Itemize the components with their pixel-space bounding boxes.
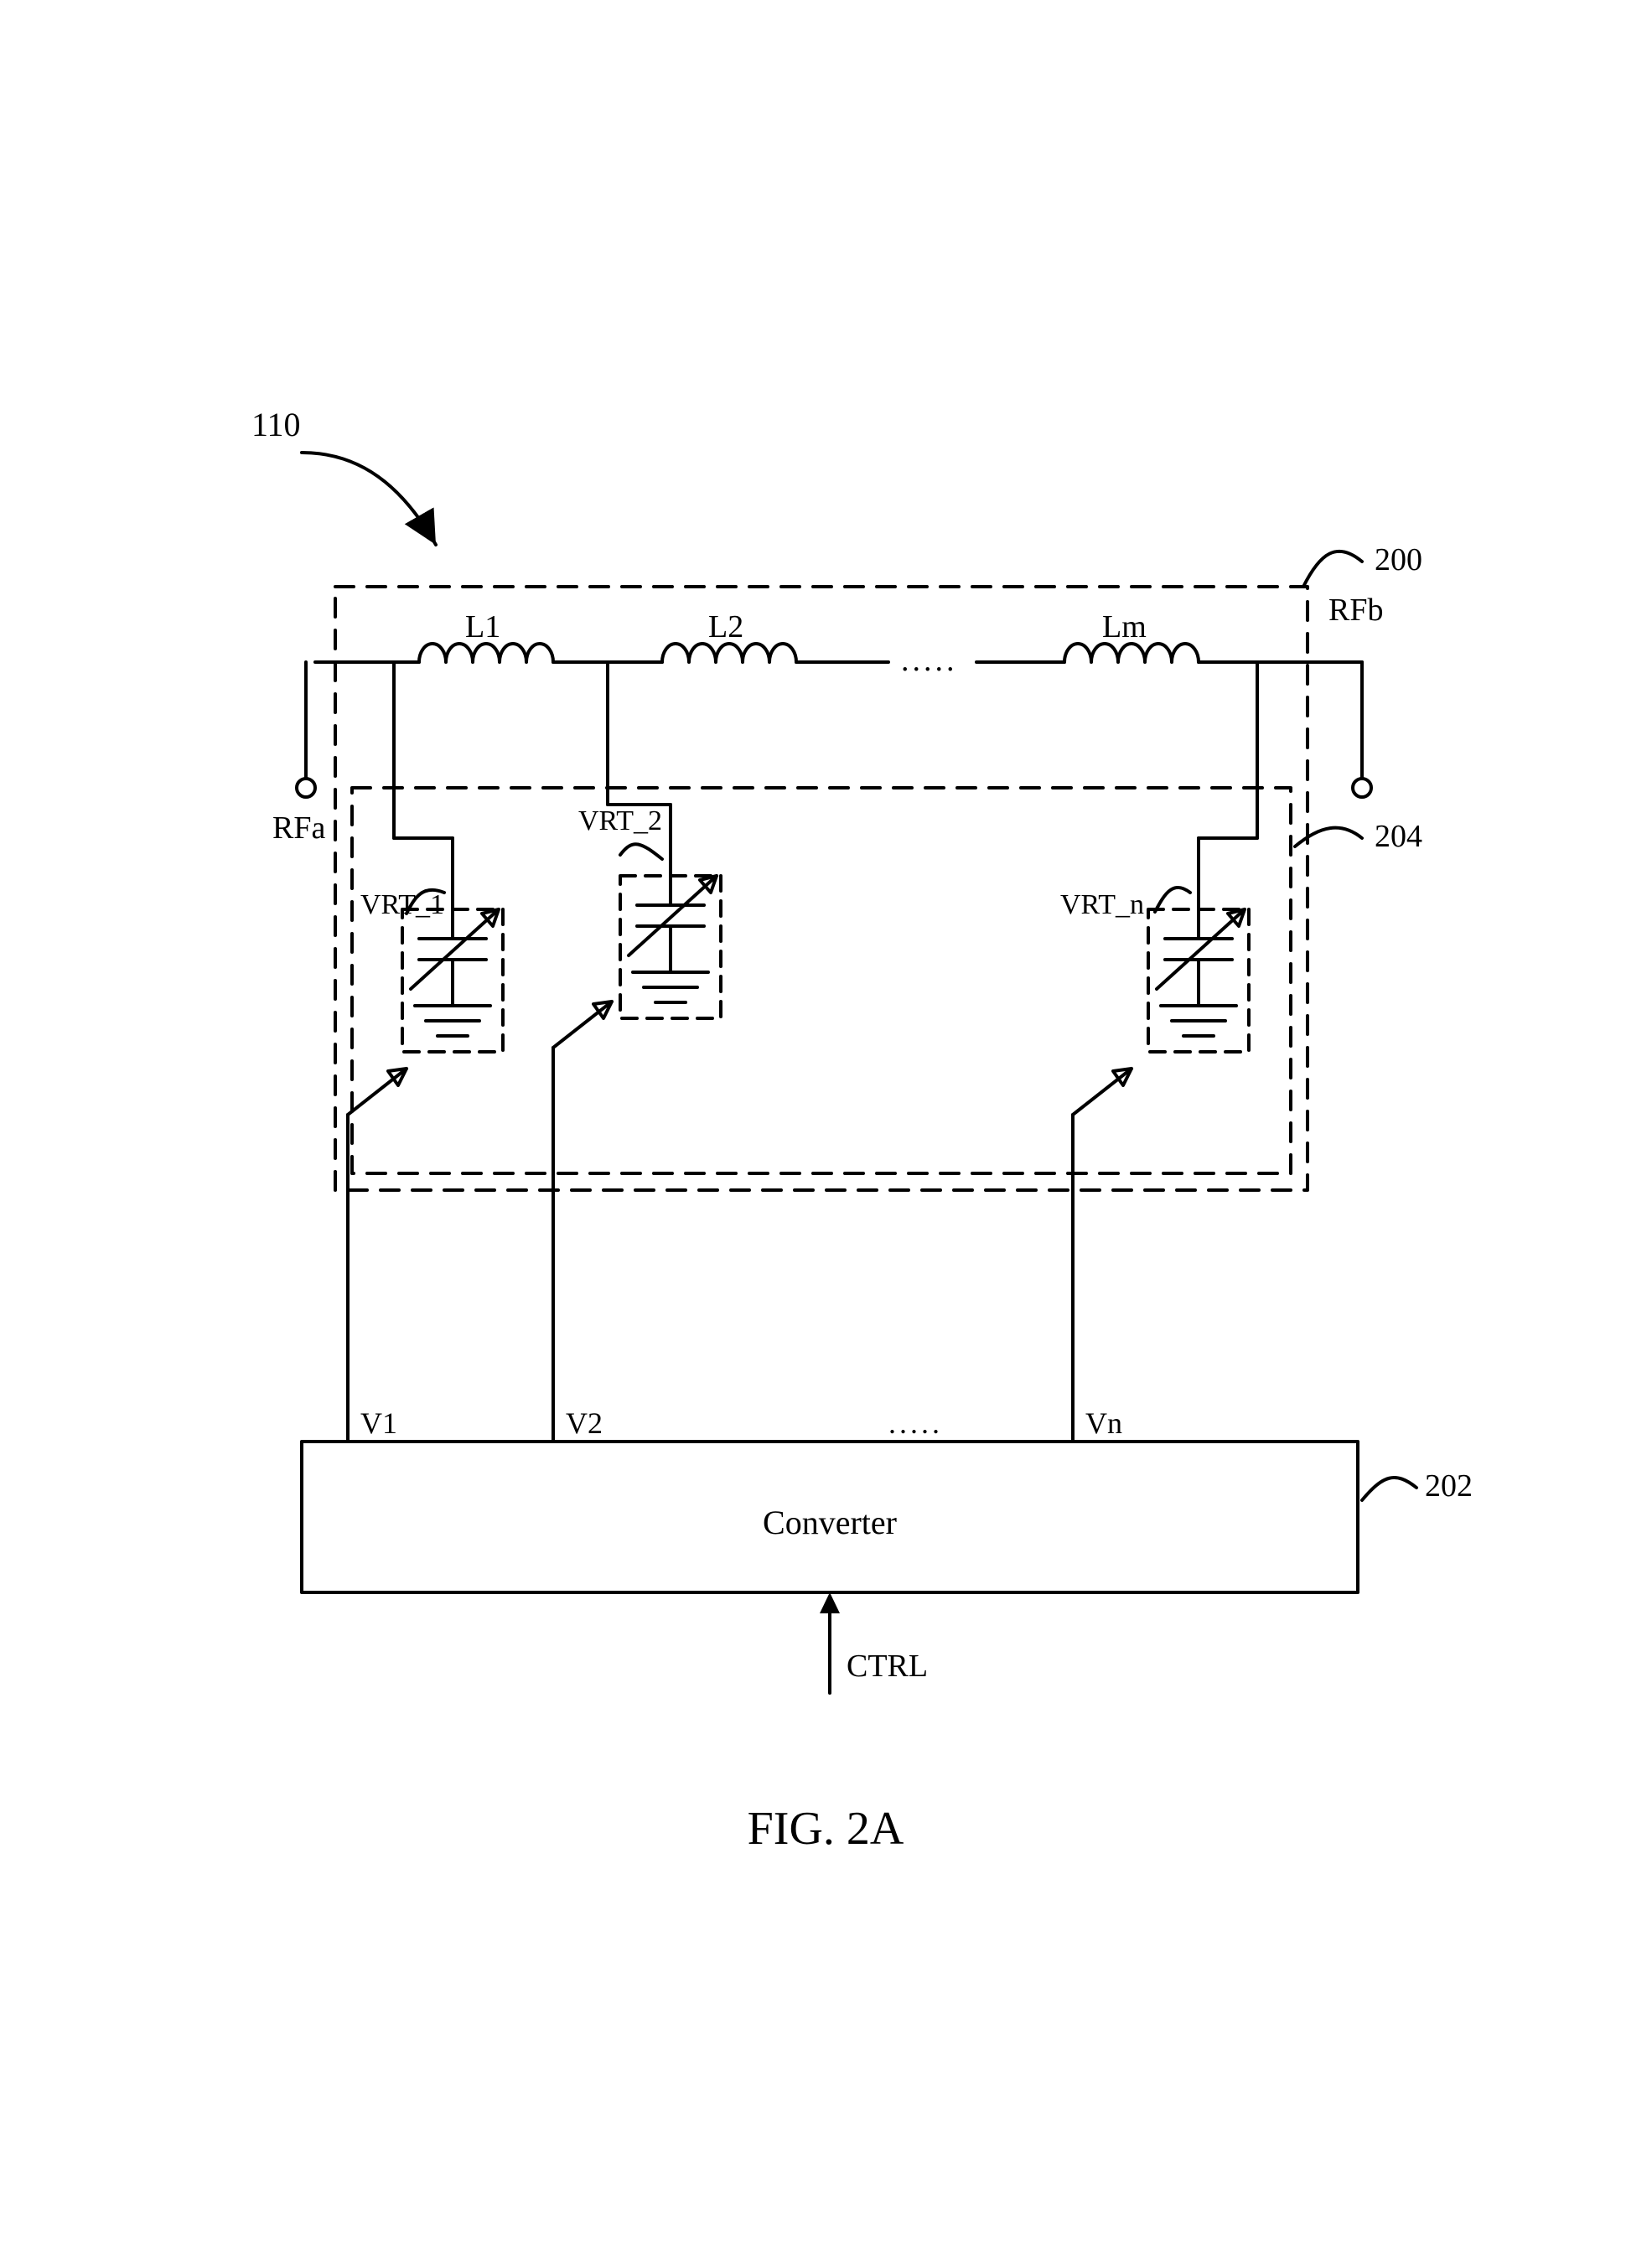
reference-number-200: 200 <box>1375 542 1422 577</box>
port-rfb: RFb <box>1328 593 1383 628</box>
figure-title: FIG. 2A <box>748 1803 904 1855</box>
voltage-ellipsis: ..... <box>888 1406 943 1440</box>
inductor-l2 <box>637 644 821 662</box>
varactor-2 <box>620 846 721 1018</box>
label-l1: L1 <box>465 609 500 645</box>
label-lm: Lm <box>1102 609 1147 645</box>
label-v1: V1 <box>360 1406 397 1440</box>
reference-number-204: 204 <box>1375 819 1422 854</box>
label-l2: L2 <box>708 609 743 645</box>
ctrl-arrow-v2 <box>553 1002 612 1048</box>
port-rfa: RFa <box>272 810 325 846</box>
reference-number-202: 202 <box>1425 1468 1473 1504</box>
label-vrtn: VRT_n <box>1060 889 1144 920</box>
converter-label: Converter <box>763 1504 897 1541</box>
port-ctrl: CTRL <box>847 1649 928 1684</box>
inductor-l1 <box>394 644 578 662</box>
inductor-ellipsis: ..... <box>901 643 958 678</box>
reference-number-110: 110 <box>251 406 301 443</box>
inductor-lm <box>1039 644 1224 662</box>
label-vn: Vn <box>1085 1406 1122 1440</box>
label-vrt2: VRT_2 <box>578 805 662 836</box>
label-vrt1: VRT_1 <box>360 889 444 920</box>
varactor-n <box>1148 880 1249 1052</box>
ctrl-arrow-v1 <box>348 1069 407 1115</box>
block-200 <box>335 587 1308 1190</box>
label-v2: V2 <box>566 1406 603 1440</box>
ctrl-arrow-vn <box>1073 1069 1132 1115</box>
